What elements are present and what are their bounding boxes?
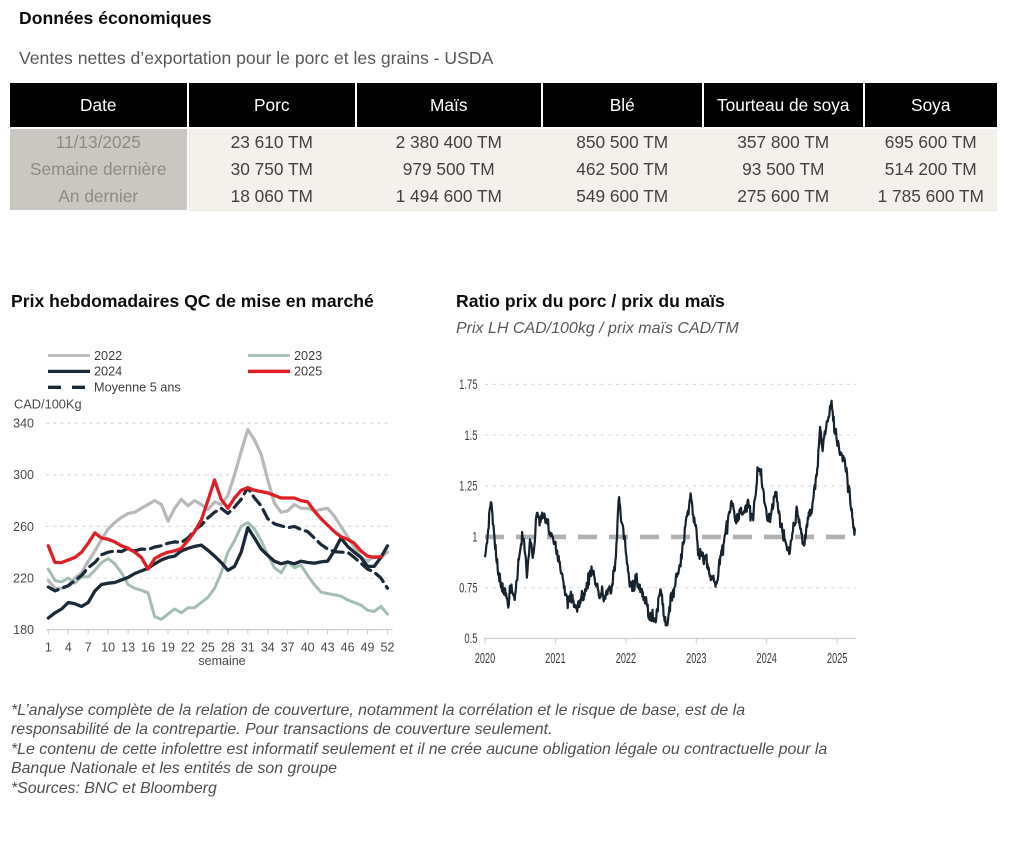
svg-text:2025: 2025 xyxy=(294,365,322,379)
svg-text:2024: 2024 xyxy=(94,365,122,379)
svg-text:2022: 2022 xyxy=(94,349,122,363)
svg-text:25: 25 xyxy=(201,641,215,655)
svg-text:28: 28 xyxy=(221,641,235,655)
svg-text:37: 37 xyxy=(281,641,295,655)
svg-text:180: 180 xyxy=(13,623,34,637)
svg-text:13: 13 xyxy=(121,641,135,655)
svg-text:semaine: semaine xyxy=(198,654,245,668)
svg-text:340: 340 xyxy=(13,417,34,431)
svg-text:43: 43 xyxy=(321,641,335,655)
svg-text:1.75: 1.75 xyxy=(459,378,477,393)
svg-text:46: 46 xyxy=(341,641,355,655)
svg-text:19: 19 xyxy=(161,641,175,655)
svg-text:2020: 2020 xyxy=(475,650,496,667)
svg-text:40: 40 xyxy=(301,641,315,655)
svg-text:2023: 2023 xyxy=(294,349,322,363)
svg-text:260: 260 xyxy=(13,520,34,534)
svg-text:22: 22 xyxy=(181,641,195,655)
svg-text:2021: 2021 xyxy=(545,650,566,667)
svg-text:CAD/100Kg: CAD/100Kg xyxy=(14,397,82,412)
svg-text:7: 7 xyxy=(85,641,92,655)
svg-text:220: 220 xyxy=(13,571,34,585)
svg-text:1: 1 xyxy=(472,530,477,545)
svg-text:1.5: 1.5 xyxy=(464,428,477,443)
svg-text:10: 10 xyxy=(101,641,115,655)
svg-text:16: 16 xyxy=(141,641,155,655)
svg-text:2023: 2023 xyxy=(686,650,707,667)
svg-text:2024: 2024 xyxy=(757,650,778,667)
svg-text:31: 31 xyxy=(241,641,255,655)
svg-text:2025: 2025 xyxy=(827,650,848,667)
svg-text:34: 34 xyxy=(261,641,275,655)
svg-text:1: 1 xyxy=(45,641,52,655)
svg-text:52: 52 xyxy=(381,641,395,655)
svg-text:1.25: 1.25 xyxy=(459,479,477,494)
svg-text:0.5: 0.5 xyxy=(464,632,477,647)
svg-text:49: 49 xyxy=(361,641,375,655)
svg-text:4: 4 xyxy=(65,641,72,655)
svg-text:0.75: 0.75 xyxy=(459,581,477,596)
svg-text:Moyenne 5 ans: Moyenne 5 ans xyxy=(94,381,181,395)
svg-text:2022: 2022 xyxy=(616,650,637,667)
svg-text:300: 300 xyxy=(13,468,34,482)
